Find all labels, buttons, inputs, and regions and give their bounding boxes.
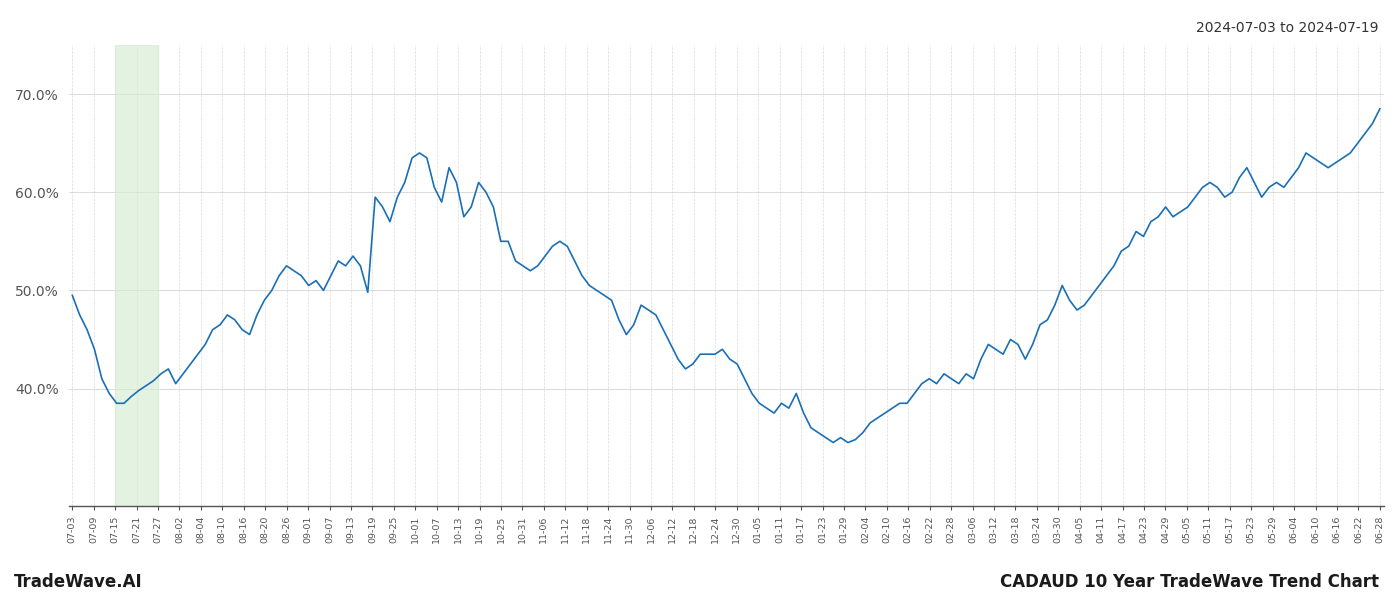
Text: CADAUD 10 Year TradeWave Trend Chart: CADAUD 10 Year TradeWave Trend Chart bbox=[1000, 573, 1379, 591]
Text: TradeWave.AI: TradeWave.AI bbox=[14, 573, 143, 591]
Text: 2024-07-03 to 2024-07-19: 2024-07-03 to 2024-07-19 bbox=[1197, 21, 1379, 35]
Bar bbox=[115, 45, 158, 506]
